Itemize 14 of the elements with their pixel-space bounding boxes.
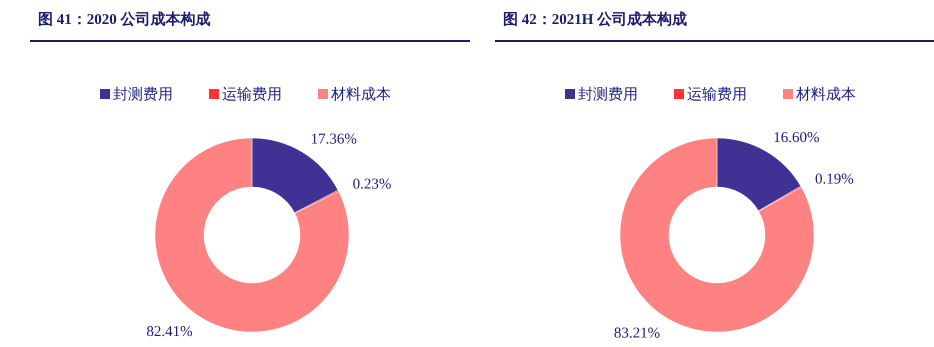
- data-label: 17.36%: [310, 131, 357, 148]
- legend-label: 运输费用: [222, 86, 282, 103]
- data-label: 0.23%: [352, 176, 392, 193]
- chart-title: 图 42：2021H 公司成本构成: [503, 10, 688, 29]
- data-label: 0.19%: [814, 172, 854, 188]
- data-label: 82.41%: [146, 324, 193, 340]
- legend-label: 运输费用: [687, 86, 747, 103]
- legend-label: 材料成本: [795, 86, 856, 103]
- data-label: 16.60%: [773, 130, 820, 146]
- legend-label: 封测费用: [578, 86, 638, 103]
- legend-label: 封测费用: [113, 86, 173, 103]
- data-label: 83.21%: [614, 326, 660, 342]
- legend-label: 材料成本: [330, 86, 391, 103]
- chart-title: 图 41：2020 公司成本构成: [38, 10, 210, 29]
